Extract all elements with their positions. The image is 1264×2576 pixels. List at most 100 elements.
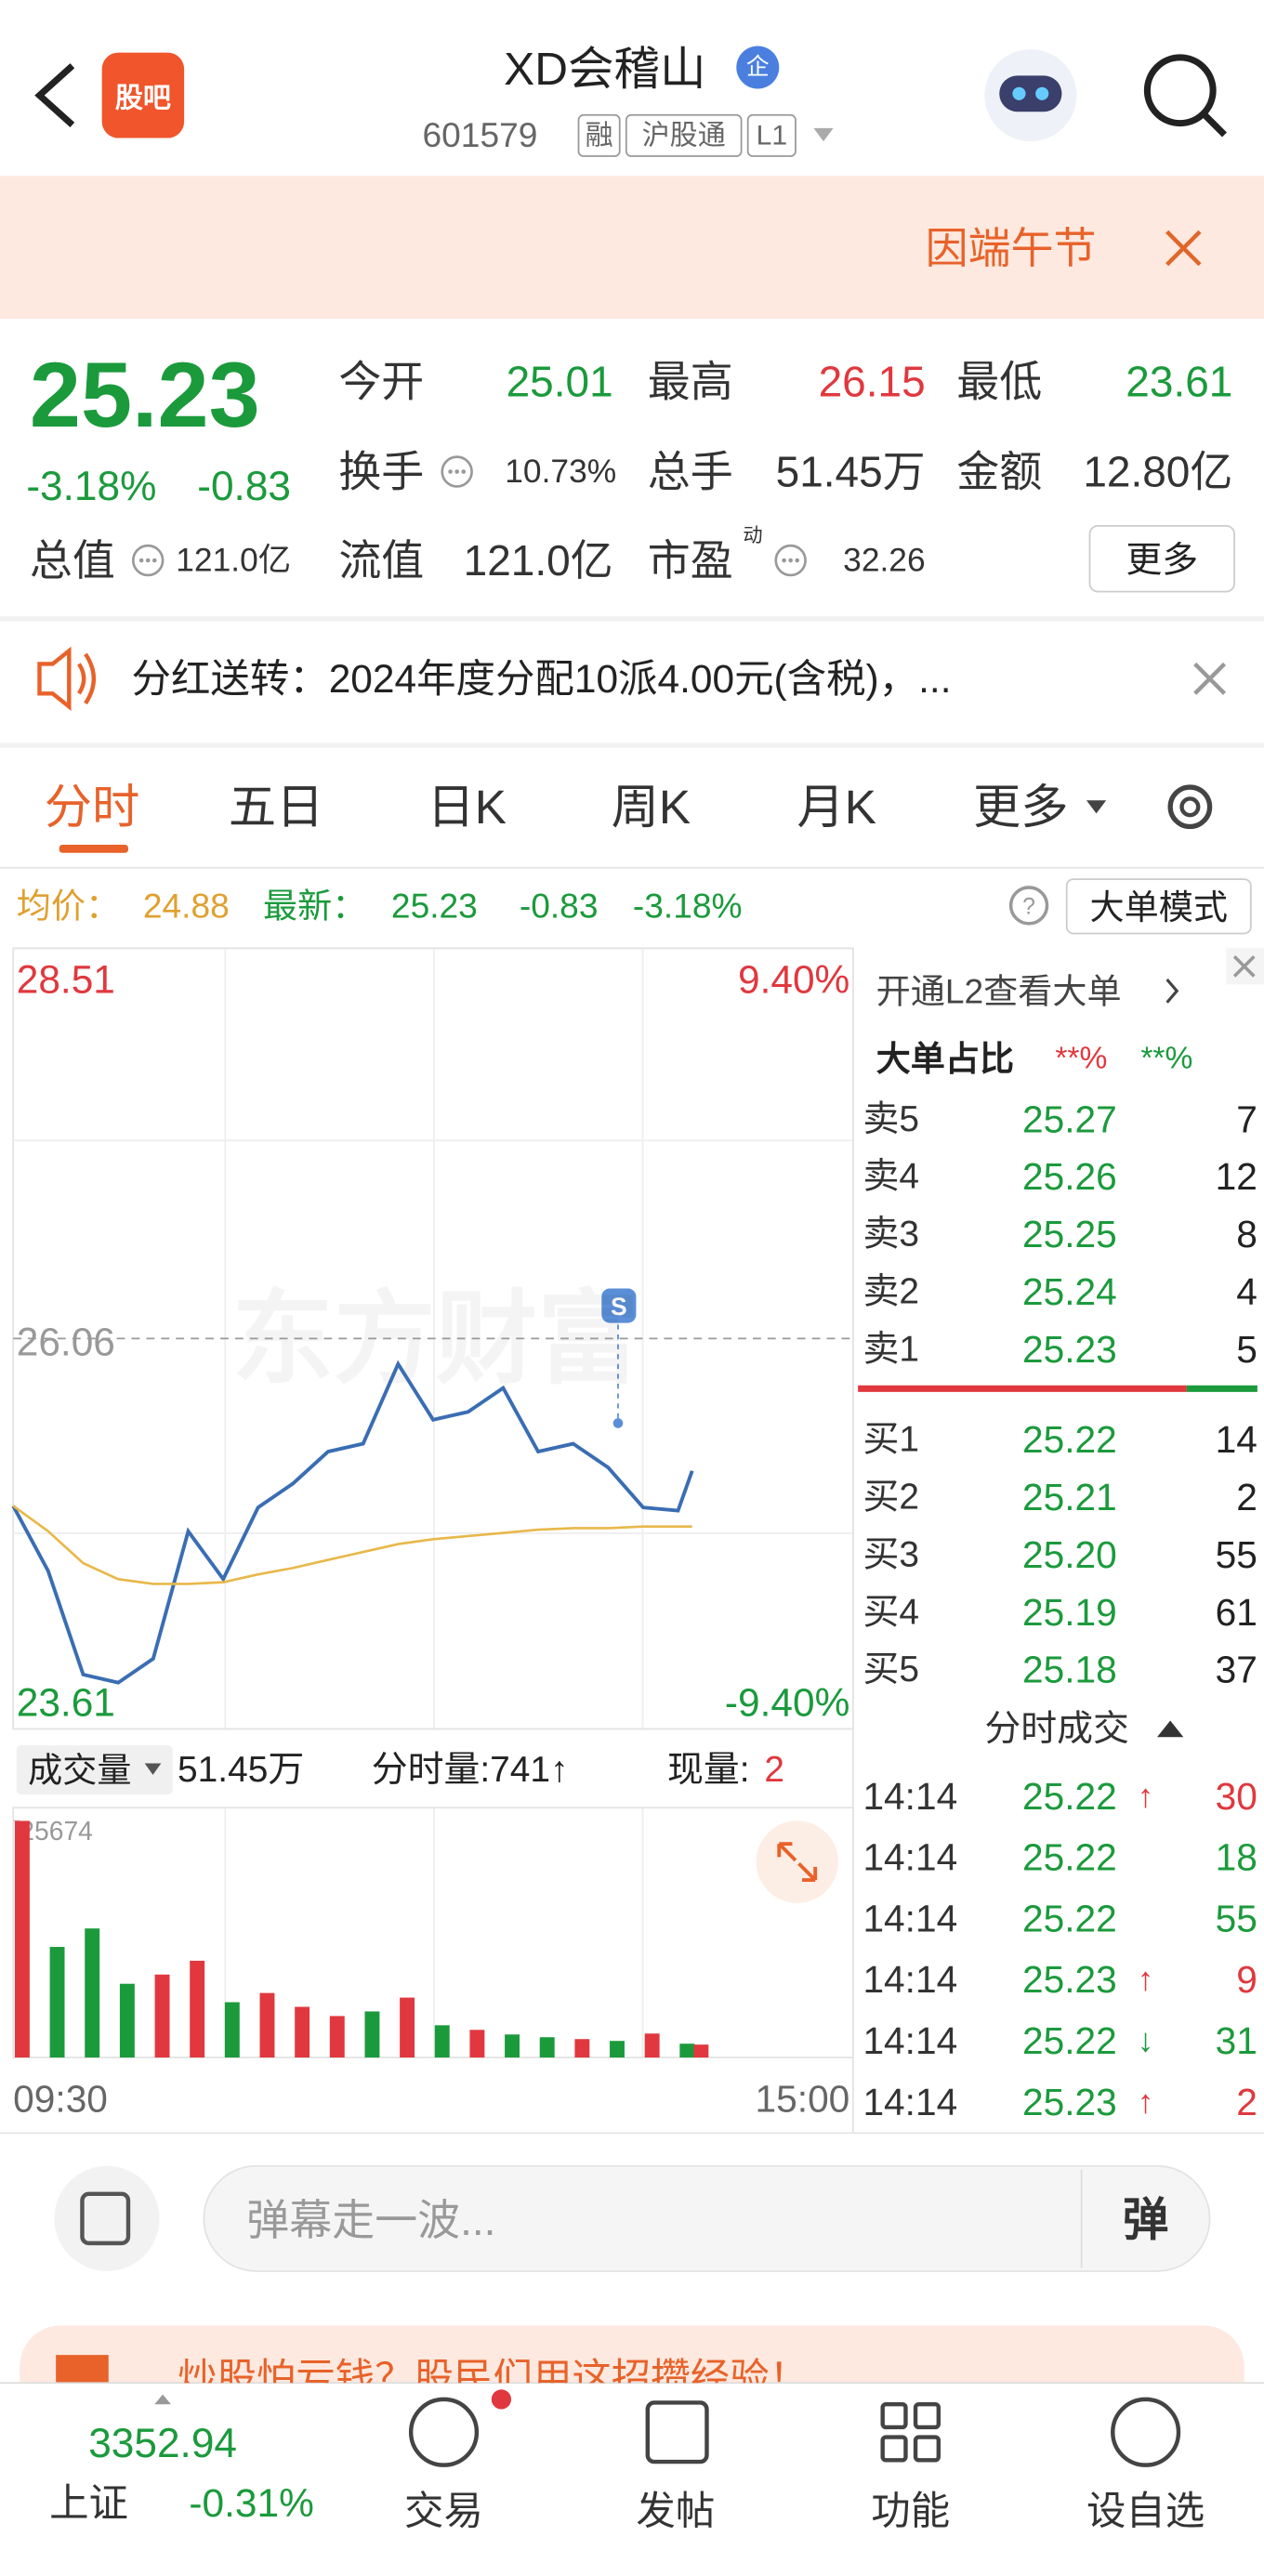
notice-close[interactable] xyxy=(1165,230,1202,267)
info-dot xyxy=(782,558,786,563)
book-label: 买5 xyxy=(862,1649,919,1689)
title: XD会稽山 xyxy=(504,44,705,95)
volume-selector[interactable] xyxy=(16,1745,173,1795)
tab[interactable]: 月K xyxy=(797,781,876,834)
volume-label: 成交量 xyxy=(28,1751,131,1790)
trade-time: 14:14 xyxy=(862,2019,957,2062)
more-button[interactable] xyxy=(1088,525,1236,593)
book-price: 25.20 xyxy=(1022,1533,1117,1576)
x-tick-label: 15:00 xyxy=(756,2077,850,2120)
book-volume: 2 xyxy=(1236,1476,1257,1518)
mode-button-text: 大单模式 xyxy=(1090,887,1229,927)
tab[interactable]: 五日 xyxy=(229,781,324,834)
bottom-nav xyxy=(0,2383,1264,2576)
info-icon xyxy=(441,455,473,488)
volume-bar xyxy=(469,2030,485,2058)
book-price: 25.25 xyxy=(1022,1213,1117,1255)
l2-link[interactable]: 开通L2查看大单 xyxy=(876,971,1122,1010)
trade-volume: 55 xyxy=(1216,1897,1257,1939)
search-button[interactable] xyxy=(1143,54,1217,127)
chevron xyxy=(1165,978,1179,1004)
post-icon[interactable] xyxy=(645,2400,709,2464)
mode-button[interactable] xyxy=(1065,878,1252,935)
trade-time: 14:14 xyxy=(862,1836,957,1879)
volume-bar xyxy=(329,2016,345,2058)
book-label: 卖5 xyxy=(862,1099,919,1139)
field-value: 121.0亿 xyxy=(464,536,613,585)
comment-icon[interactable] xyxy=(54,2165,160,2271)
settings-button[interactable] xyxy=(1167,784,1213,830)
info-dot xyxy=(151,558,157,563)
info-dot xyxy=(448,469,453,474)
volume-bar xyxy=(154,1974,170,2058)
trade-icon[interactable] xyxy=(408,2397,480,2467)
book-volume: 12 xyxy=(1216,1155,1257,1198)
book-volume: 8 xyxy=(1236,1213,1257,1255)
function-icon[interactable] xyxy=(880,2401,941,2463)
tab[interactable]: 更多 xyxy=(973,781,1069,834)
avg-value: 24.88 xyxy=(143,886,230,925)
info-dot xyxy=(138,558,144,563)
info-dot xyxy=(795,558,800,563)
tag: 沪股通 xyxy=(642,120,726,151)
comment-input[interactable] xyxy=(203,2164,1211,2272)
svg-text:S: S xyxy=(611,1293,627,1321)
y2-tick-label: -9.40% xyxy=(725,1681,849,1725)
speaker-icon xyxy=(37,646,97,712)
nav-item[interactable]: 设自选 xyxy=(1086,2490,1205,2533)
field-label: 换手 xyxy=(338,448,424,496)
trade-volume: 2 xyxy=(1236,2081,1257,2123)
comment-placeholder: 弹幕走一波... xyxy=(246,2196,495,2244)
info-dot xyxy=(454,469,459,474)
field-label: 最高 xyxy=(648,357,733,405)
avg-label: 均价： xyxy=(17,886,120,925)
tab[interactable]: 日K xyxy=(428,781,507,834)
book-label: 卖2 xyxy=(862,1271,919,1311)
x-tick-label: 09:30 xyxy=(13,2077,108,2120)
trade-volume: 9 xyxy=(1236,1958,1257,2001)
trade-price: 25.22 xyxy=(1022,1836,1117,1879)
logo-text: 股吧 xyxy=(115,84,171,114)
nav-item[interactable]: 发帖 xyxy=(636,2490,715,2533)
book-volume: 55 xyxy=(1216,1533,1257,1576)
latest-value: 25.23 xyxy=(391,886,478,925)
trade-time: 14:14 xyxy=(862,2081,957,2123)
nav-item[interactable]: 交易 xyxy=(404,2490,483,2533)
watchlist-icon[interactable] xyxy=(1111,2397,1181,2467)
book-price: 25.19 xyxy=(1022,1591,1117,1634)
book-volume: 61 xyxy=(1216,1591,1257,1634)
book-label: 卖1 xyxy=(862,1329,919,1369)
y-tick-label: 23.61 xyxy=(17,1681,115,1725)
trade-time: 14:14 xyxy=(862,1897,957,1939)
info-icon xyxy=(131,544,165,577)
info-dot xyxy=(461,469,467,474)
help-icon[interactable] xyxy=(1008,886,1049,926)
ask-ratio-bar xyxy=(858,1385,1187,1392)
ad-banner[interactable] xyxy=(20,2325,1244,2440)
tag: L1 xyxy=(757,120,787,151)
field-label: 总手 xyxy=(648,448,733,496)
back-button[interactable] xyxy=(34,63,75,128)
logo[interactable] xyxy=(101,52,185,138)
barrage-button[interactable]: 弹 xyxy=(1123,2195,1169,2246)
tab[interactable]: 分时 xyxy=(45,781,140,834)
field-label: 最低 xyxy=(956,357,1042,405)
nav-item[interactable]: 功能 xyxy=(871,2490,950,2533)
trade-volume: 18 xyxy=(1216,1836,1257,1879)
book-price: 25.22 xyxy=(1022,1418,1117,1461)
signal-marker[interactable] xyxy=(601,1288,637,1323)
field-value: 26.15 xyxy=(819,357,926,405)
field-label: 流值 xyxy=(338,536,424,585)
field-value: 12.80亿 xyxy=(1083,448,1232,496)
book-label: 买4 xyxy=(862,1592,919,1632)
dropdown-icon[interactable] xyxy=(813,127,834,142)
volume-bar xyxy=(259,1992,275,2058)
dividend-close[interactable] xyxy=(1193,662,1227,695)
volume-bar xyxy=(505,2034,520,2058)
trade-time: 14:14 xyxy=(862,1775,957,1818)
index-value: 3352.94 xyxy=(88,2421,237,2466)
expand-button[interactable] xyxy=(756,1820,838,1903)
tab[interactable]: 周K xyxy=(612,781,691,834)
